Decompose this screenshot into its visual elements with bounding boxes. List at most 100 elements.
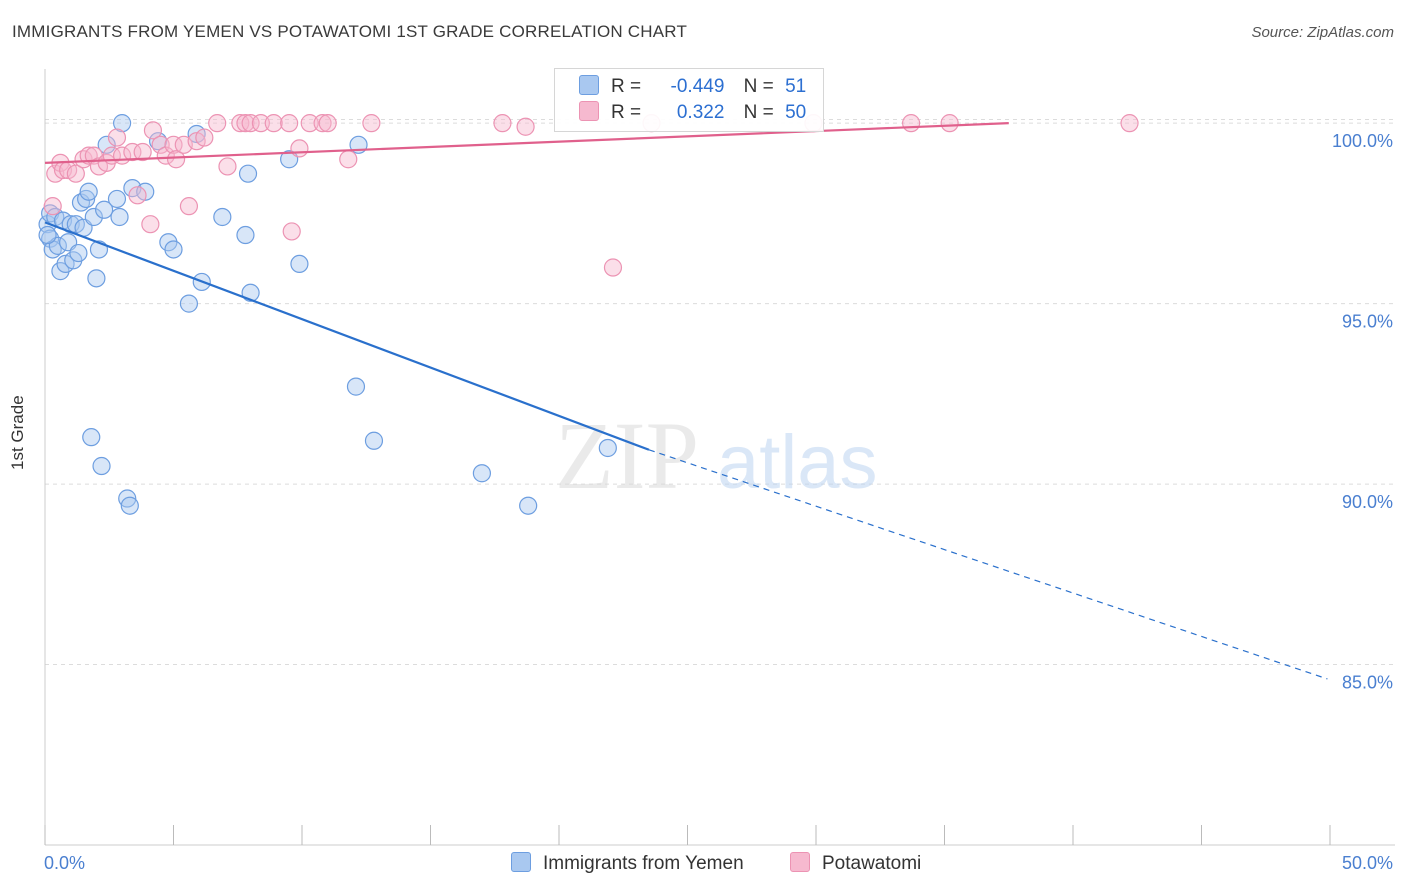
point-potawatomi bbox=[107, 128, 127, 147]
point-potawatomi bbox=[133, 142, 152, 162]
legend-row-potawatomi: R = 0.322 N = 50 bbox=[579, 101, 806, 127]
point-potawatomi bbox=[940, 114, 959, 133]
point-potawatomi bbox=[251, 114, 270, 133]
point-yemen bbox=[82, 428, 101, 447]
point-yemen bbox=[164, 240, 183, 259]
bottom-legend-swatch-yemen bbox=[511, 852, 531, 872]
point-potawatomi bbox=[231, 114, 250, 133]
point-potawatomi bbox=[1120, 114, 1139, 133]
point-potawatomi bbox=[280, 114, 299, 133]
point-yemen bbox=[241, 283, 260, 302]
chart-title: IMMIGRANTS FROM YEMEN VS POTAWATOMI 1ST … bbox=[12, 22, 688, 41]
bottom-legend-label-potawatomi: Potawatomi bbox=[822, 853, 922, 874]
legend-n-label: N = bbox=[743, 76, 774, 97]
point-potawatomi bbox=[290, 139, 309, 158]
legend-r-label: R = bbox=[611, 76, 642, 97]
legend-r-value-yemen: -0.449 bbox=[670, 76, 725, 97]
point-potawatomi bbox=[318, 114, 337, 133]
point-potawatomi bbox=[313, 114, 332, 133]
point-potawatomi bbox=[218, 157, 237, 176]
point-potawatomi bbox=[166, 150, 186, 169]
point-yemen bbox=[213, 207, 232, 227]
point-potawatomi bbox=[164, 135, 183, 154]
point-potawatomi bbox=[151, 135, 170, 154]
trend-line-yemen-extension bbox=[648, 449, 1328, 680]
point-potawatomi bbox=[901, 114, 921, 133]
point-yemen bbox=[598, 438, 617, 458]
point-potawatomi bbox=[143, 121, 163, 140]
point-yemen bbox=[107, 189, 127, 209]
point-yemen bbox=[346, 377, 366, 396]
y-tick-label: 100.0% bbox=[1332, 131, 1393, 151]
point-yemen bbox=[110, 207, 129, 227]
point-yemen bbox=[364, 431, 384, 450]
point-yemen bbox=[112, 114, 132, 133]
legend-row-yemen: R = -0.449 N = 51 bbox=[579, 75, 806, 101]
point-potawatomi bbox=[339, 150, 358, 169]
trend-line-yemen bbox=[44, 221, 650, 451]
point-yemen bbox=[97, 135, 116, 154]
bottom-legend-label-yemen: Immigrants from Yemen bbox=[543, 853, 744, 874]
point-yemen bbox=[519, 496, 538, 515]
point-potawatomi bbox=[264, 114, 283, 133]
point-yemen bbox=[87, 269, 106, 288]
point-yemen bbox=[118, 489, 137, 508]
point-potawatomi bbox=[493, 114, 512, 133]
point-potawatomi bbox=[179, 197, 199, 216]
point-potawatomi bbox=[43, 197, 62, 216]
point-yemen bbox=[290, 254, 309, 274]
point-yemen bbox=[236, 225, 255, 245]
point-yemen bbox=[38, 225, 57, 245]
bottom-legend-swatch-potawatomi bbox=[790, 852, 810, 872]
point-potawatomi bbox=[603, 258, 623, 277]
point-potawatomi bbox=[141, 215, 160, 234]
legend-swatch-yemen bbox=[579, 75, 599, 95]
point-potawatomi bbox=[516, 117, 535, 136]
legend-n-value-yemen: 51 bbox=[785, 76, 807, 97]
source-label: Source: ZipAtlas.com bbox=[1251, 24, 1394, 41]
point-yemen bbox=[120, 496, 139, 515]
y-tick-label: 90.0% bbox=[1342, 492, 1393, 512]
point-potawatomi bbox=[195, 128, 214, 147]
point-potawatomi bbox=[300, 114, 319, 133]
y-tick-label: 95.0% bbox=[1342, 312, 1393, 332]
watermark-zip: ZIP bbox=[555, 402, 699, 509]
tick-labels: 85.0% 90.0% 95.0% 100.0% 0.0% 50.0% bbox=[44, 131, 1393, 873]
point-yemen bbox=[179, 294, 199, 313]
point-yemen bbox=[77, 189, 96, 209]
point-yemen bbox=[238, 164, 258, 183]
legend-n-label: N = bbox=[743, 102, 774, 123]
point-yemen bbox=[472, 464, 491, 483]
point-potawatomi bbox=[208, 114, 227, 133]
point-potawatomi bbox=[236, 114, 255, 133]
x-tick-label: 50.0% bbox=[1342, 853, 1393, 873]
watermark-atlas: atlas bbox=[717, 420, 878, 505]
bottom-legend-potawatomi: Potawatomi bbox=[790, 852, 921, 875]
point-yemen bbox=[84, 207, 103, 227]
point-potawatomi bbox=[282, 222, 301, 241]
point-potawatomi bbox=[123, 142, 142, 162]
point-potawatomi bbox=[128, 186, 147, 205]
point-potawatomi bbox=[66, 164, 85, 183]
data-points bbox=[38, 114, 1139, 515]
point-yemen bbox=[69, 243, 88, 263]
legend-r-label: R = bbox=[611, 102, 642, 123]
stats-legend: R = -0.449 N = 51 R = 0.322 N = 50 bbox=[554, 68, 824, 132]
y-axis-label: 1st Grade bbox=[8, 395, 27, 470]
point-yemen bbox=[95, 200, 114, 219]
legend-n-value-potawatomi: 50 bbox=[785, 102, 807, 123]
legend-swatch-potawatomi bbox=[579, 101, 599, 121]
point-yemen bbox=[79, 182, 98, 201]
y-tick-label: 85.0% bbox=[1342, 673, 1393, 693]
trend-lines bbox=[44, 122, 1328, 680]
bottom-legend-yemen: Immigrants from Yemen bbox=[511, 852, 744, 875]
x-tick-label: 0.0% bbox=[44, 853, 85, 873]
axes bbox=[44, 69, 1395, 846]
point-potawatomi bbox=[241, 114, 260, 133]
point-potawatomi bbox=[362, 114, 381, 133]
point-yemen bbox=[92, 456, 111, 476]
trend-line-potawatomi bbox=[44, 122, 1009, 164]
legend-r-value-potawatomi: 0.322 bbox=[676, 102, 725, 123]
grid-lines bbox=[45, 119, 1395, 666]
